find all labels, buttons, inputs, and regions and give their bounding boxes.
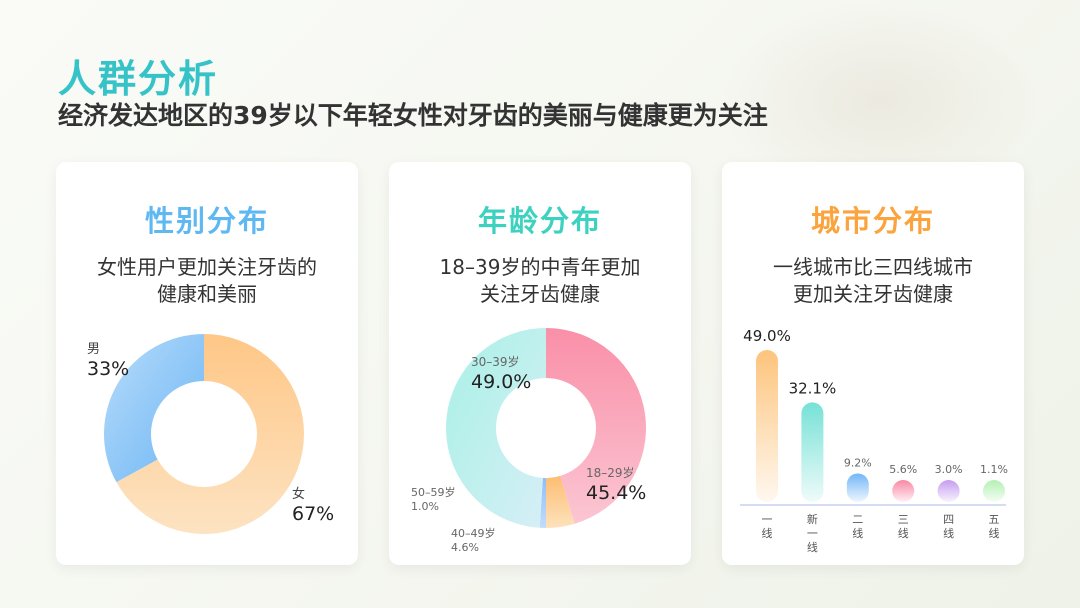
slice-value-label: 67% [292, 503, 334, 525]
bar-category-label: 二线 [852, 513, 863, 540]
bar [983, 480, 1005, 502]
bar-value-label: 3.0% [935, 463, 963, 476]
donut-slice [546, 475, 575, 528]
slice-category-label: 30–39岁 [471, 354, 520, 369]
card-title: 年龄分布 [477, 204, 602, 238]
slice-value-label: 1.0% [411, 500, 439, 513]
slice-value-label: 4.6% [451, 541, 479, 554]
slice-value-label: 33% [87, 358, 129, 380]
card-description-line: 健康和美丽 [157, 282, 257, 306]
slice-value-label: 45.4% [586, 482, 646, 504]
bar-category-label: 四线 [943, 513, 954, 540]
card-title: 城市分布 [810, 204, 935, 238]
slice-category-label: 男 [87, 342, 100, 357]
bar-category-label: 新一线 [807, 512, 818, 554]
bar-category-label: 一线 [762, 513, 773, 540]
bar [937, 480, 960, 502]
slice-category-label: 女 [292, 486, 305, 502]
donut-slice [104, 334, 204, 483]
card-description: 18–39岁的中青年更加 关注牙齿健康 [403, 254, 677, 308]
page-subtitle: 经济发达地区的39岁以下年轻女性对牙齿的美丽与健康更为关注 [58, 101, 768, 130]
donut-slice [116, 334, 305, 534]
bar [756, 350, 778, 502]
donut-slice [546, 328, 646, 524]
age-donut-chart: 30–39岁 49.0% 18–29岁 45.4% 50–59岁 1.0% 40… [411, 328, 646, 554]
donut-slice [446, 328, 546, 528]
gender-donut-chart: 男 33% 女 67% [87, 334, 334, 534]
card-description-line: 关注牙齿健康 [480, 282, 600, 306]
card-description: 一线城市比三四线城市 更加关注牙齿健康 [736, 254, 1010, 308]
donut-slice [539, 477, 546, 528]
card-description-line: 一线城市比三四线城市 [773, 255, 973, 279]
bar [846, 473, 869, 502]
city-bar-chart: 49.0% 一线 32.1% 新一线 9.2% 二线 5.6% 三线 3.0% 四线 1.1% 五线 [740, 327, 1008, 554]
bar-category-label: 三线 [898, 513, 909, 540]
bar-category-label: 五线 [989, 513, 1000, 540]
slice-value-label: 49.0% [471, 371, 531, 393]
age-distribution-card: 年龄分布 18–39岁的中青年更加 关注牙齿健康 30–39岁 49.0% 18… [389, 162, 691, 565]
slice-category-label: 50–59岁 [411, 485, 456, 499]
bar [801, 402, 824, 502]
gender-distribution-card: 性别分布 女性用户更加关注牙齿的 健康和美丽 男 33% 女 67% [56, 162, 358, 565]
card-description-line: 18–39岁的中青年更加 [439, 255, 641, 279]
card-description: 女性用户更加关注牙齿的 健康和美丽 [70, 254, 344, 308]
card-description-line: 更加关注牙齿健康 [793, 282, 953, 306]
slice-category-label: 40–49岁 [451, 526, 496, 540]
city-distribution-card: 城市分布 一线城市比三四线城市 更加关注牙齿健康 49.0% 一线 32.1% 新一线… [722, 162, 1024, 565]
bar [892, 480, 915, 502]
bar-value-label: 9.2% [844, 456, 872, 469]
slice-category-label: 18–29岁 [586, 465, 635, 480]
bar-value-label: 1.1% [980, 463, 1008, 476]
card-description-line: 女性用户更加关注牙齿的 [97, 255, 317, 279]
bar-value-label: 49.0% [743, 327, 791, 345]
bar-value-label: 5.6% [889, 463, 917, 476]
page-title: 人群分析 [58, 57, 219, 101]
card-title: 性别分布 [144, 204, 269, 238]
bar-value-label: 32.1% [789, 379, 837, 397]
